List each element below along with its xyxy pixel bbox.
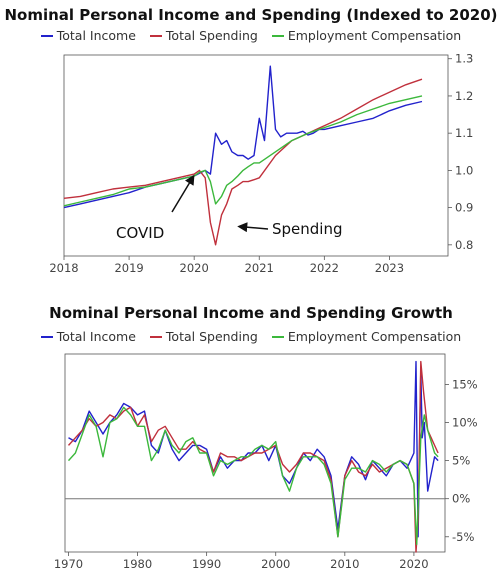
x-tick-label: 2019 — [114, 261, 143, 275]
y-tick-label: 0.9 — [455, 201, 473, 215]
x-tick-label: 2000 — [261, 557, 290, 571]
y-tick-label: 5% — [452, 454, 470, 468]
annotation-covid-arrow — [171, 174, 195, 213]
chart2-title: Nominal Personal Income and Spending Gro… — [49, 304, 453, 322]
legend-swatch-icon — [149, 34, 162, 37]
chart1-frame — [63, 54, 449, 257]
y-tick-label: 15% — [452, 377, 478, 391]
y-tick-label: 0% — [452, 492, 470, 506]
chart1-title: Nominal Personal Income and Spending (In… — [4, 6, 498, 24]
chart2-legend: Total Income Total Spending Employment C… — [0, 329, 502, 344]
x-tick-label: 1970 — [54, 557, 83, 571]
y-tick-label: 1.0 — [455, 163, 473, 177]
annotation-spending-label: Spending — [272, 220, 343, 238]
legend-swatch-icon — [149, 335, 162, 338]
legend-swatch-icon — [40, 335, 53, 338]
y-tick-label: 0.8 — [455, 238, 473, 252]
legend-label: Employment Compensation — [287, 28, 462, 43]
chart2-legend-item: Employment Compensation — [271, 329, 462, 344]
x-tick-label: 1990 — [192, 557, 221, 571]
chart2-frame — [64, 353, 446, 553]
y-tick-label: 10% — [452, 416, 478, 430]
x-tick-label: 2021 — [245, 261, 274, 275]
chart1-legend-item: Employment Compensation — [271, 28, 462, 43]
series-line-employment-compensation — [63, 95, 423, 207]
x-tick-label: 2020 — [399, 557, 428, 571]
series-line-total-spending — [63, 78, 423, 246]
series-line-total-income — [63, 65, 423, 209]
legend-swatch-icon — [40, 34, 53, 37]
x-tick-label: 2010 — [330, 557, 359, 571]
chart2-legend-item: Total Spending — [149, 329, 258, 344]
x-tick-label: 2020 — [180, 261, 209, 275]
legend-label: Employment Compensation — [287, 329, 462, 344]
chart1-legend: Total Income Total Spending Employment C… — [0, 28, 502, 43]
y-tick-label: 1.3 — [455, 52, 473, 66]
annotation-spending-arrow — [237, 222, 269, 233]
x-tick-label: 2022 — [310, 261, 339, 275]
legend-label: Total Spending — [165, 28, 258, 43]
chart2-legend-item: Total Income — [40, 329, 136, 344]
x-tick-label: 2023 — [375, 261, 404, 275]
legend-label: Total Income — [56, 329, 136, 344]
series-line-total-income — [68, 360, 439, 538]
x-tick-label: 1980 — [123, 557, 152, 571]
series-line-total-spending — [67, 360, 439, 553]
chart1-legend-item: Total Income — [40, 28, 136, 43]
x-tick-label: 2018 — [49, 261, 78, 275]
legend-swatch-icon — [271, 34, 284, 37]
legend-swatch-icon — [271, 335, 284, 338]
legend-label: Total Spending — [165, 329, 258, 344]
chart1-legend-item: Total Spending — [149, 28, 258, 43]
y-tick-label: 1.1 — [455, 126, 473, 140]
y-tick-label: 1.2 — [455, 89, 473, 103]
series-line-employment-compensation — [67, 406, 439, 546]
legend-label: Total Income — [56, 28, 136, 43]
annotation-covid-label: COVID — [116, 224, 164, 242]
y-tick-label: -5% — [452, 530, 474, 544]
